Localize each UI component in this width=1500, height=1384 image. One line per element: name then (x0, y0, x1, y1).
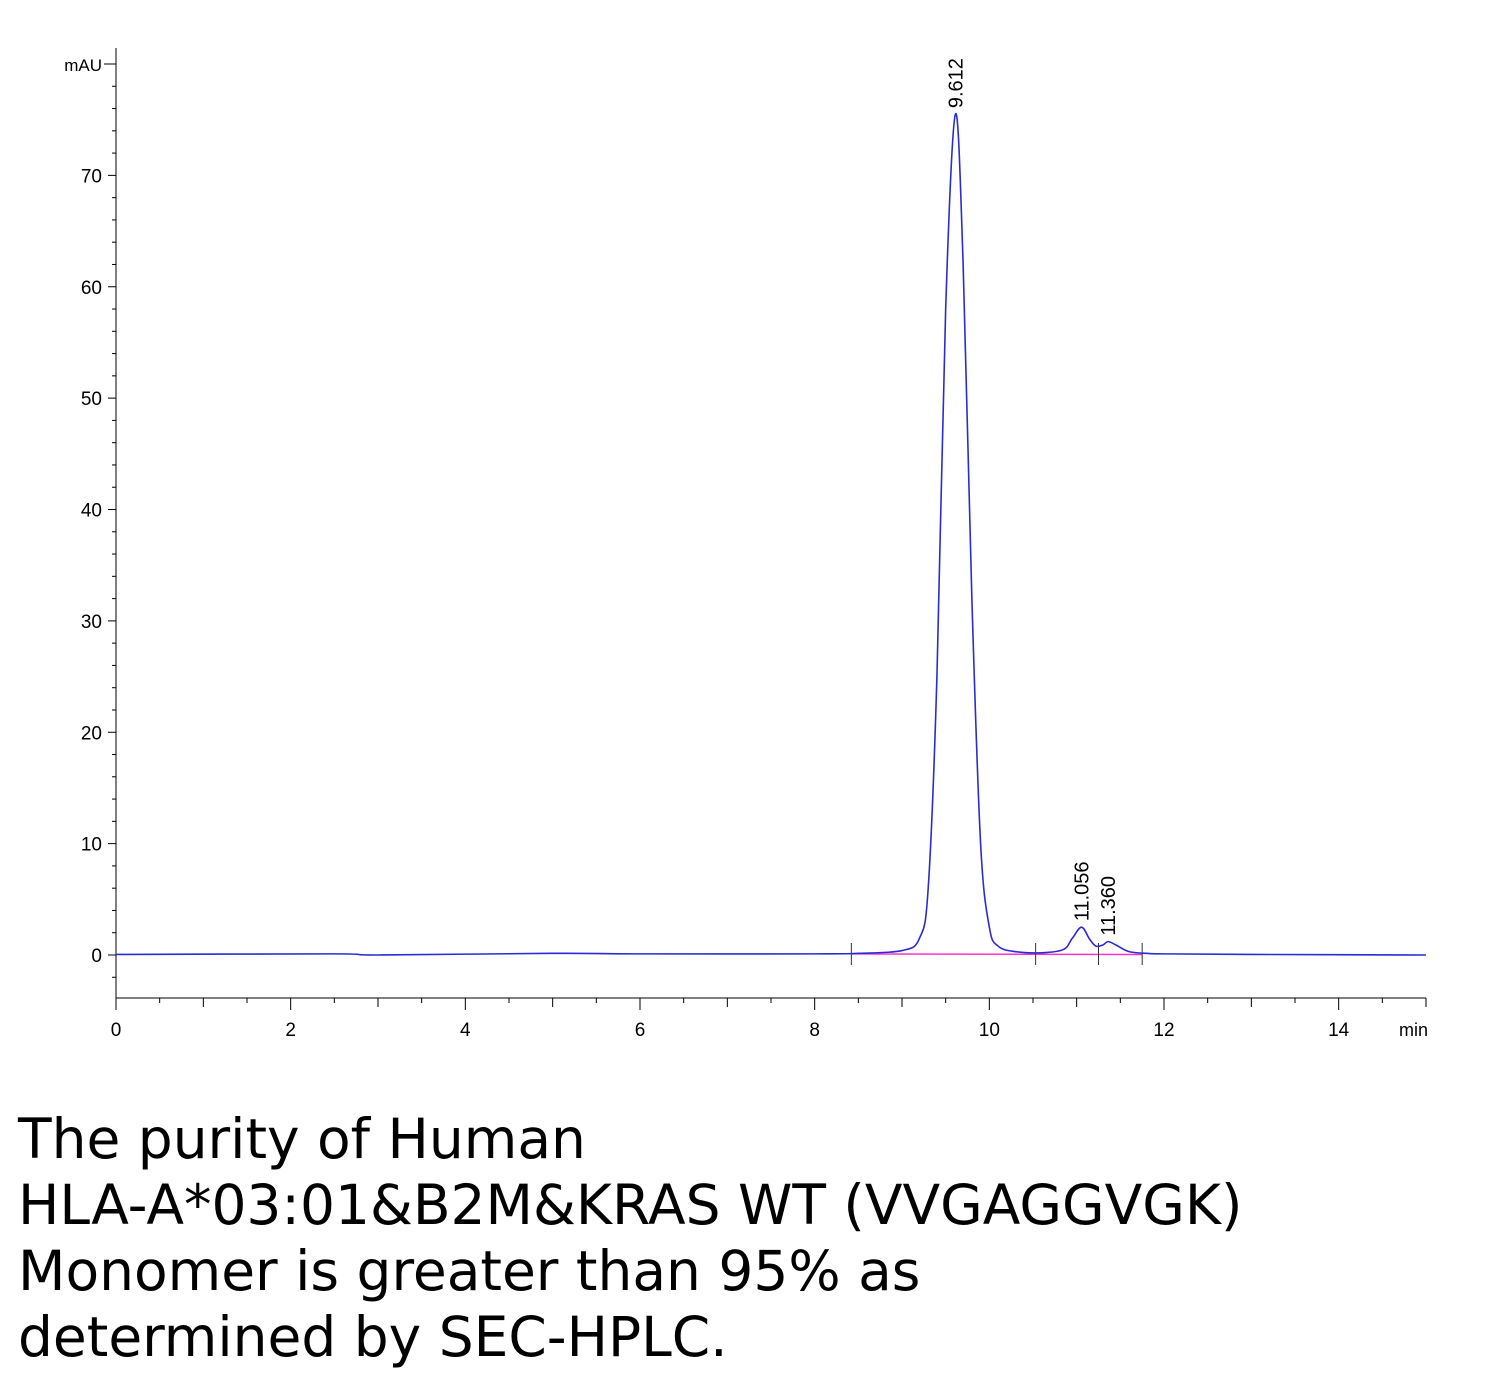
chromatogram-chart: 0 10 20 30 40 50 60 70 mAU 0 2 4 6 8 10 12 14 min 9.612 11… (64, 48, 1428, 1041)
chart-caption: The purity of Human HLA-A*03:01&B2M&KRAS… (18, 1106, 1488, 1370)
y-tick-label: 20 (81, 723, 102, 744)
y-tick-label: 50 (81, 389, 102, 410)
y-tick-label: 60 (81, 278, 102, 299)
x-tick-label: 10 (979, 1020, 1000, 1041)
peak-labels-layer: 9.612 11.056 11.360 (945, 58, 1120, 936)
peak-label: 11.056 (1072, 861, 1094, 921)
x-tick-label: 12 (1153, 1020, 1174, 1041)
y-tick-label: 10 (81, 835, 102, 856)
x-tick-label: 6 (635, 1020, 646, 1041)
caption-line-4: determined by SEC-HPLC. (18, 1305, 728, 1369)
y-unit-label: mAU (64, 56, 102, 75)
y-tick-label: 0 (91, 946, 102, 967)
peak-label: 9.612 (945, 58, 967, 108)
caption-line-3: Monomer is greater than 95% as (18, 1239, 921, 1303)
peak-label: 11.360 (1098, 876, 1120, 936)
x-tick-label: 8 (809, 1020, 820, 1041)
caption-line-1: The purity of Human (18, 1107, 586, 1171)
x-tick-label: 14 (1328, 1020, 1350, 1041)
x-tick-label: 2 (285, 1020, 296, 1041)
x-tick-label: 4 (460, 1020, 471, 1041)
caption-line-2: HLA-A*03:01&B2M&KRAS WT (VVGAGGVGK) (18, 1173, 1243, 1237)
trace-layer (115, 113, 1427, 956)
y-tick-label: 40 (81, 501, 102, 522)
x-unit-label: min (1399, 1020, 1428, 1040)
y-tick-label: 30 (81, 612, 102, 633)
integration-baseline (851, 953, 1143, 956)
chart-svg: 0 10 20 30 40 50 60 70 mAU 0 2 4 6 8 10 12 14 min 9.612 11… (64, 48, 1428, 1041)
chromatogram-trace (115, 113, 1427, 956)
axes-layer: 0 10 20 30 40 50 60 70 mAU 0 2 4 6 8 10 12 14 min (64, 48, 1428, 1041)
y-tick-label: 70 (81, 166, 102, 187)
x-tick-label: 0 (111, 1020, 122, 1041)
